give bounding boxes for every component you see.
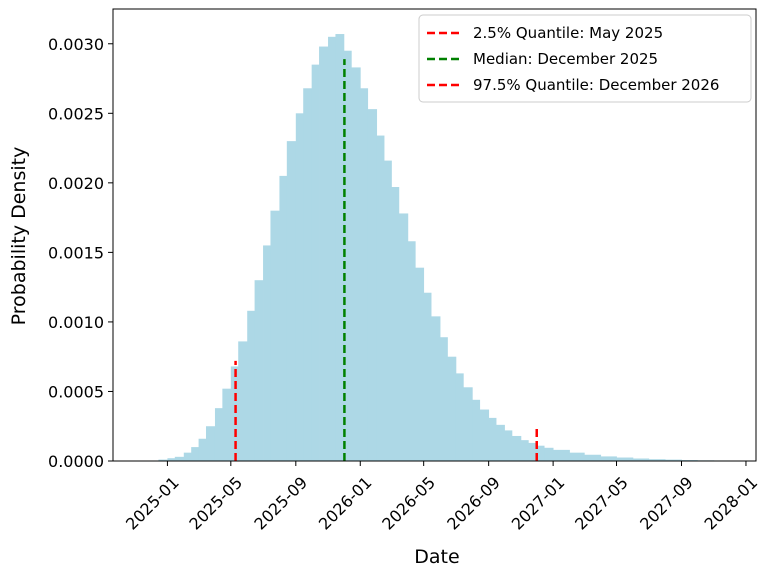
histogram-bar: [569, 452, 585, 461]
histogram-bar: [665, 459, 682, 461]
histogram-bar: [351, 67, 361, 462]
histogram-bar: [398, 213, 409, 461]
histogram-bar: [544, 447, 554, 461]
quantile-lines: [234, 59, 538, 461]
histogram-bar: [254, 280, 264, 461]
histogram-bar: [263, 245, 271, 461]
histogram-bar: [447, 356, 457, 461]
histogram-bar: [319, 46, 329, 461]
y-axis-ticks: 0.0000 0.0005 0.0010 0.0015 0.0020 0.0025 0.00…: [48, 35, 113, 471]
histogram-bar: [384, 160, 392, 461]
histogram-bar: [279, 175, 288, 461]
histogram-bar: [376, 135, 385, 461]
x-tick-label: 2026-01: [315, 473, 376, 534]
histogram-bar: [214, 408, 223, 461]
x-tick-label: 2027-05: [571, 473, 632, 534]
y-tick-label: 0.0010: [48, 313, 104, 332]
x-tick-label: 2027-01: [508, 473, 569, 534]
x-tick-label: 2027-09: [636, 473, 697, 534]
y-tick-label: 0.0030: [48, 35, 104, 54]
histogram-bars: [158, 34, 749, 462]
histogram-bar: [343, 50, 352, 461]
histogram-bar: [335, 34, 345, 462]
histogram-bar: [431, 316, 441, 461]
y-tick-label: 0.0015: [48, 243, 104, 262]
plot-frame: [112, 8, 757, 462]
y-tick-label: 0.0025: [48, 104, 104, 123]
histogram-bar: [440, 337, 448, 461]
histogram-bar: [238, 341, 248, 461]
histogram-bar: [311, 64, 320, 461]
histogram-bar: [205, 426, 216, 461]
x-tick-label: 2025-05: [185, 473, 246, 534]
histogram-bar: [198, 438, 207, 461]
y-axis-label: Probability Density: [8, 147, 30, 326]
histogram-bar: [222, 388, 232, 461]
histogram-bar: [584, 454, 602, 461]
histogram-bar: [247, 310, 255, 461]
legend-label: 2.5% Quantile: May 2025: [473, 24, 663, 42]
legend-label: Median: December 2025: [473, 50, 658, 68]
legend-label: 97.5% Quantile: December 2026: [473, 76, 719, 94]
histogram-bar: [488, 417, 497, 461]
legend: 2.5% Quantile: May 2025 Median: December …: [418, 14, 752, 103]
histogram-bar: [520, 440, 529, 461]
histogram-bar: [528, 442, 538, 461]
histogram-bar: [553, 449, 570, 461]
histogram-bar: [303, 88, 313, 461]
legend-box: [418, 14, 752, 103]
histogram-bar: [504, 430, 513, 461]
histogram-bar: [174, 456, 185, 461]
histogram-bar: [536, 445, 545, 461]
x-axis-ticks: 2025-01 2025-05 2025-09 2026-01 2026-05 2026-…: [122, 461, 761, 534]
x-tick-label: 2028-01: [701, 473, 762, 534]
histogram-bar: [158, 459, 168, 461]
histogram-bar: [423, 292, 432, 461]
histogram-bar: [295, 113, 304, 462]
histogram-bar: [600, 456, 617, 461]
histogram-bar: [391, 187, 400, 461]
histogram-bar: [632, 458, 650, 461]
histogram-bar: [286, 141, 297, 461]
x-tick-label: 2026-05: [378, 473, 439, 534]
y-tick-label: 0.0005: [48, 382, 104, 401]
x-tick-label: 2025-09: [250, 473, 311, 534]
x-tick-label: 2026-09: [443, 473, 504, 534]
histogram-bar: [183, 452, 192, 461]
x-axis-label: Date: [414, 546, 459, 568]
histogram-bar: [496, 424, 505, 461]
y-tick-label: 0.0000: [48, 452, 104, 471]
histogram-bar: [328, 36, 336, 462]
histogram-bar: [270, 210, 280, 461]
histogram-bar: [230, 366, 239, 461]
histogram-bar: [479, 409, 490, 461]
histogram-bar: [463, 387, 473, 461]
histogram-bar: [648, 459, 666, 461]
histogram-bar: [407, 241, 416, 461]
histogram-bar: [511, 435, 522, 461]
histogram-bar: [191, 447, 199, 461]
histogram-bar: [167, 458, 176, 461]
histogram-bar: [360, 88, 369, 461]
histogram-bar: [415, 267, 425, 461]
y-tick-label: 0.0020: [48, 174, 104, 193]
x-tick-label: 2025-01: [122, 473, 183, 534]
histogram-bar: [367, 109, 378, 462]
histogram-bar: [472, 399, 481, 461]
histogram-bar: [616, 457, 634, 461]
histogram-bar: [455, 373, 464, 461]
